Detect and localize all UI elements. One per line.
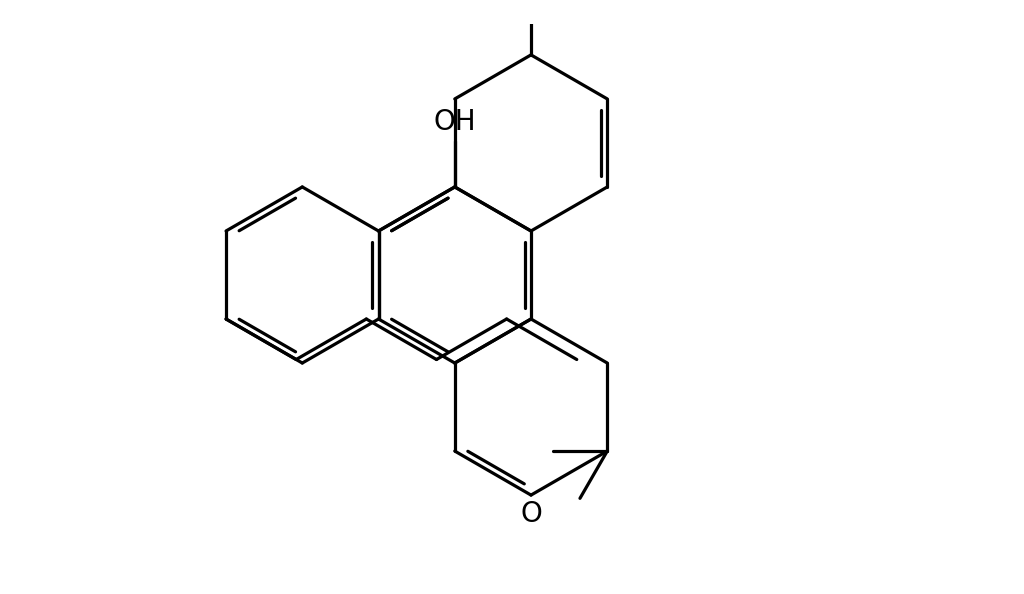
Text: O: O [520,500,542,529]
Text: OH: OH [433,108,476,136]
